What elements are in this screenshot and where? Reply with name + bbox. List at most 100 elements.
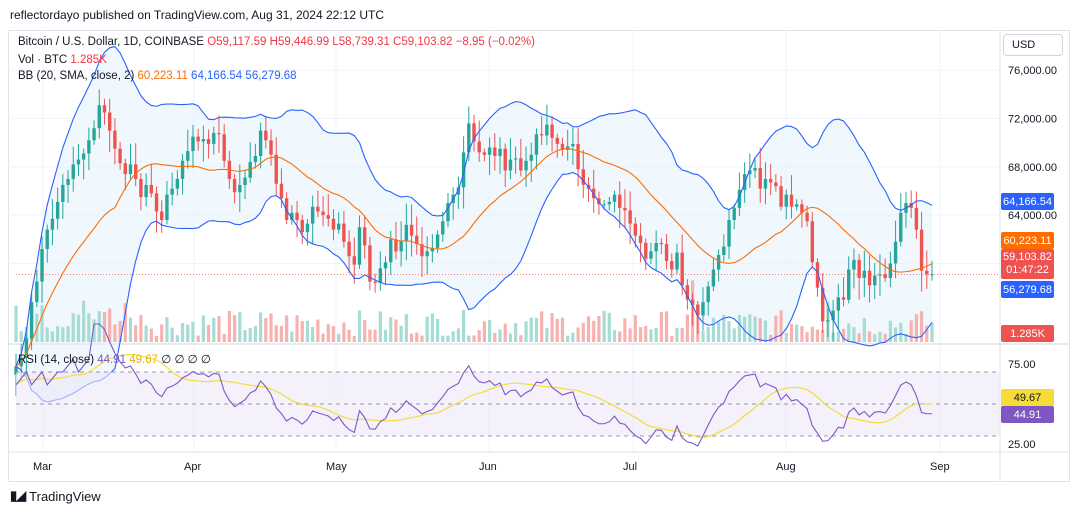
volume-bar — [87, 313, 91, 342]
volume-bar — [222, 333, 226, 342]
candle-body — [779, 186, 783, 207]
volume-bar — [711, 317, 716, 342]
currency-button[interactable]: USD — [1003, 34, 1063, 56]
candle-body — [800, 204, 804, 213]
candle-body — [919, 229, 924, 271]
candle-body — [467, 123, 471, 153]
candle-body — [649, 251, 653, 259]
candle-body — [555, 137, 559, 144]
rsi-band-zone — [16, 372, 1000, 436]
candle-body — [711, 269, 716, 287]
candle-body — [513, 158, 518, 160]
volume-bar — [238, 311, 242, 342]
volume-bar — [191, 321, 195, 342]
candle-body — [930, 274, 934, 276]
candle-body — [66, 178, 70, 185]
candle-body — [248, 162, 252, 178]
volume-bar — [722, 314, 726, 342]
price-badge: 59,103.82 01:47:22 — [1001, 249, 1054, 279]
volume-bar — [717, 321, 721, 342]
candle-body — [841, 297, 846, 300]
footer-brand[interactable]: ▮◢ TradingView — [10, 488, 101, 504]
candle-body — [212, 133, 216, 144]
candle-body — [191, 136, 195, 152]
legend-rsi-ma: 49.67 — [129, 354, 159, 366]
volume-bar — [269, 313, 273, 342]
candle-body — [618, 194, 622, 208]
volume-bar — [383, 329, 388, 342]
chart-frame[interactable] — [8, 30, 1070, 482]
price-tick-label: 72,000.00 — [1008, 114, 1057, 126]
candle-body — [76, 159, 81, 165]
candle-body — [420, 244, 424, 257]
volume-bar — [76, 314, 81, 342]
volume-bar — [847, 323, 851, 342]
legend-symbol-row[interactable]: Bitcoin / U.S. Dollar, 1D, COINBASE O59,… — [18, 36, 535, 48]
candle-body — [336, 223, 341, 230]
volume-bar — [810, 326, 814, 342]
candle-body — [732, 207, 736, 220]
volume-bar — [670, 335, 674, 342]
volume-bar — [170, 327, 174, 342]
candle-body — [612, 194, 617, 202]
volume-bar — [560, 317, 565, 342]
volume-bar — [706, 327, 710, 342]
publisher-line: reflectordayo published on TradingView.c… — [10, 8, 385, 22]
candle-body — [310, 206, 315, 224]
candle-body — [664, 244, 669, 262]
price-tick-label: 64,000.00 — [1008, 210, 1057, 222]
candle-body — [550, 124, 554, 138]
bb-basis-line — [15, 147, 933, 367]
volume-bar — [144, 325, 148, 342]
volume-bar — [644, 325, 648, 342]
candle-body — [789, 194, 794, 207]
candle-body — [232, 178, 237, 193]
legend-bb-row[interactable]: BB (20, SMA, close, 2) 60,223.11 64,166.… — [18, 70, 297, 82]
volume-bar — [259, 312, 263, 342]
volume-bar — [488, 320, 492, 342]
candle-body — [493, 147, 497, 156]
candle-body — [607, 201, 612, 205]
volume-bar — [425, 316, 429, 342]
candle-body — [50, 218, 55, 230]
countdown-value: 01:47:22 — [1006, 264, 1049, 276]
volume-bar — [664, 311, 669, 342]
candle-body — [722, 246, 726, 256]
legend-rsi-label: RSI (14, close) — [18, 354, 95, 366]
volume-bar — [108, 308, 112, 342]
rsi-ma-badge: 49.67 — [1001, 389, 1054, 406]
legend-rsi-row[interactable]: RSI (14, close) 44.91 49.67 ∅ ∅ ∅ ∅ — [18, 352, 211, 366]
candle-body — [81, 153, 86, 160]
legend-bb-label: BB (20, SMA, close, 2) — [18, 70, 135, 82]
bb-upper-badge: 64,166.54 — [1001, 193, 1054, 210]
volume-bar — [482, 321, 487, 342]
candle-body — [40, 248, 44, 282]
candle-body — [576, 143, 580, 170]
volume-bar — [498, 329, 502, 342]
candle-body — [35, 281, 39, 303]
volume-bar — [821, 329, 825, 342]
volume-bar — [701, 330, 705, 342]
bollinger-band-fill — [16, 46, 932, 403]
candle-body — [170, 188, 174, 195]
volume-bar — [61, 327, 65, 342]
volume-bar — [415, 332, 419, 342]
volume-bar — [597, 315, 601, 342]
volume-bar — [779, 310, 783, 342]
volume-bar — [253, 325, 258, 342]
candle-body — [144, 184, 148, 198]
volume-bar — [852, 327, 856, 342]
volume-bar — [378, 311, 382, 342]
volume-bar — [342, 322, 346, 342]
candle-body — [623, 207, 627, 211]
candle-body — [883, 274, 887, 278]
legend-volume-row[interactable]: Vol · BTC 1.285K — [18, 54, 107, 66]
volume-bar — [675, 327, 679, 342]
candle-body — [128, 164, 133, 175]
volume-bar — [628, 328, 632, 342]
volume-bar — [529, 317, 533, 342]
candle-body — [893, 241, 898, 264]
candle-body — [508, 159, 513, 171]
candle-body — [160, 211, 164, 220]
